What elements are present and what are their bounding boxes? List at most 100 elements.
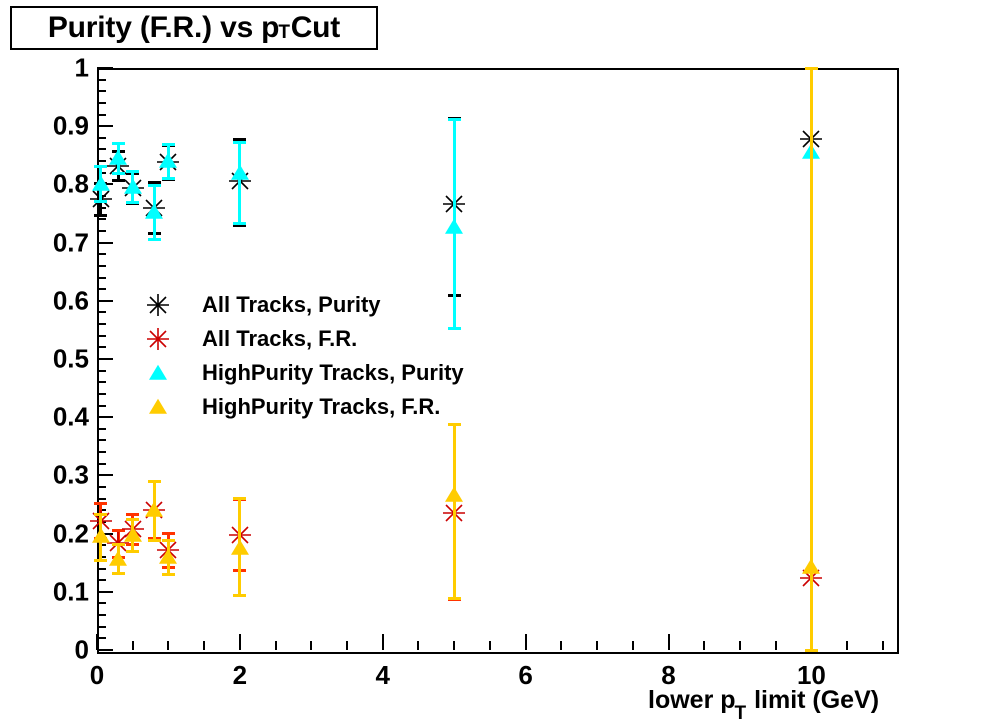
legend-triangle-glyph xyxy=(149,398,167,414)
error-bar-cap xyxy=(94,502,108,506)
y-tick-minor xyxy=(97,101,106,104)
xaxis-title-post: limit (GeV) xyxy=(747,686,880,714)
error-bar-cap xyxy=(126,549,140,553)
error-bar-cap xyxy=(126,512,140,516)
error-bar-cap xyxy=(233,140,247,144)
error-bar-cap xyxy=(161,142,175,146)
legend-triangle-icon xyxy=(140,390,176,424)
data-point-marker-triangle xyxy=(159,548,178,564)
error-bar-cap xyxy=(161,177,175,181)
x-tick-minor xyxy=(131,641,134,650)
legend-entry: HighPurity Tracks, F.R. xyxy=(140,390,440,424)
y-tick-minor xyxy=(97,229,106,232)
error-bar-cap xyxy=(126,170,140,174)
error-bar-cap xyxy=(233,138,247,142)
error-bar-cap xyxy=(94,559,108,563)
y-tick-major xyxy=(97,474,113,477)
y-tick-minor xyxy=(97,253,106,256)
error-bar-cap xyxy=(147,237,161,241)
y-tick-minor xyxy=(97,486,106,489)
error-bar-cap xyxy=(126,517,140,521)
error-bar-cap xyxy=(111,542,125,546)
x-tick-minor xyxy=(453,641,456,650)
y-tick-minor xyxy=(97,264,106,267)
y-tick-minor xyxy=(97,602,106,605)
x-tick-minor xyxy=(274,641,277,650)
error-bar-cap xyxy=(94,199,108,203)
legend-label: All Tracks, F.R. xyxy=(202,326,358,351)
data-point-marker-triangle xyxy=(109,550,128,566)
y-tick-minor xyxy=(97,462,106,465)
x-tick-minor xyxy=(703,641,706,650)
error-bar-cap xyxy=(447,327,461,331)
x-tick-minor xyxy=(596,641,599,650)
x-tick-label: 10 xyxy=(796,660,826,690)
error-bar-cap xyxy=(804,66,818,70)
y-tick-minor xyxy=(97,614,106,617)
plot-frame xyxy=(97,68,899,654)
legend-star-icon xyxy=(140,322,176,356)
x-tick-minor xyxy=(488,641,491,650)
error-bar-cap xyxy=(233,594,247,598)
x-tick-label: 2 xyxy=(232,660,248,690)
y-tick-minor xyxy=(97,288,106,291)
legend-entry: All Tracks, Purity xyxy=(140,288,381,322)
error-bar-cap xyxy=(111,572,125,576)
data-point-marker-triangle xyxy=(230,539,249,555)
legend-label: HighPurity Tracks, Purity xyxy=(202,360,464,385)
y-tick-minor xyxy=(97,90,106,93)
legend-entry: HighPurity Tracks, Purity xyxy=(140,356,464,390)
y-tick-minor xyxy=(97,625,106,628)
data-point-marker-triangle xyxy=(445,218,464,234)
x-tick-major xyxy=(667,634,670,650)
x-tick-minor xyxy=(417,641,420,650)
data-point-marker-triangle xyxy=(109,149,128,165)
data-point-marker-triangle xyxy=(145,203,164,219)
data-point-marker-triangle xyxy=(123,526,142,542)
x-axis-title: lower pT limit (GeV) xyxy=(648,686,880,722)
error-bar-cap xyxy=(111,528,125,532)
error-bar-cap xyxy=(447,118,461,122)
error-bar-cap xyxy=(161,538,175,542)
data-point-marker-triangle xyxy=(145,502,164,518)
y-tick-major xyxy=(97,416,113,419)
y-tick-minor xyxy=(97,497,106,500)
legend-entry: All Tracks, F.R. xyxy=(140,322,357,356)
x-tick-minor xyxy=(203,641,206,650)
y-tick-minor xyxy=(97,579,106,582)
error-bar-cap xyxy=(126,200,140,204)
x-tick-minor xyxy=(774,641,777,650)
y-tick-label: 0.9 xyxy=(52,110,89,141)
error-bar-cap xyxy=(233,497,247,501)
error-bar-cap xyxy=(447,597,461,601)
error-bar-cap xyxy=(147,181,161,185)
data-point-marker-triangle xyxy=(445,486,464,502)
y-tick-label: 0 xyxy=(74,634,89,665)
y-tick-minor xyxy=(97,78,106,81)
legend-star-icon xyxy=(140,288,176,322)
y-tick-major xyxy=(97,299,113,302)
y-tick-minor xyxy=(97,451,106,454)
y-tick-minor xyxy=(97,567,106,570)
data-point-marker-triangle xyxy=(230,164,249,180)
plot-area xyxy=(89,66,895,652)
y-tick-minor xyxy=(97,637,106,640)
legend-triangle-glyph xyxy=(149,364,167,380)
legend-label: All Tracks, Purity xyxy=(202,292,381,317)
y-tick-label: 0.6 xyxy=(52,285,89,316)
error-bar-cap xyxy=(111,179,125,183)
y-tick-label: 0.8 xyxy=(52,168,89,199)
error-bar-cap xyxy=(161,531,175,535)
xaxis-title-subscript: T xyxy=(734,703,747,722)
y-tick-minor xyxy=(97,113,106,116)
y-tick-minor xyxy=(97,346,106,349)
error-bar xyxy=(238,142,242,224)
data-point-marker-triangle xyxy=(159,152,178,168)
error-bar-cap xyxy=(804,648,818,652)
y-tick-minor xyxy=(97,427,106,430)
error-bar-cap xyxy=(147,539,161,543)
x-tick-label: 8 xyxy=(661,660,676,690)
y-tick-minor xyxy=(97,323,106,326)
error-bar-cap xyxy=(94,165,108,169)
